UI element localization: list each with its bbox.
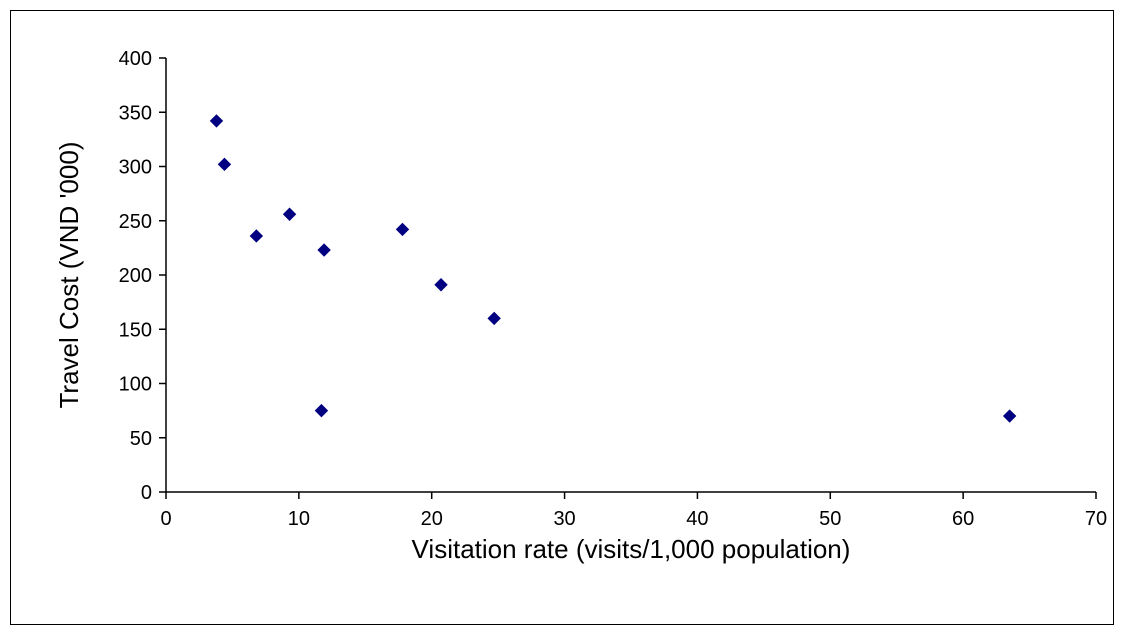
data-point [217,157,232,172]
data-point [249,229,264,243]
x-tick-label: 20 [421,508,443,530]
x-tick-label: 40 [686,508,708,530]
x-ticks: 0 10 20 30 40 50 60 70 [160,492,1107,530]
data-point [282,207,297,221]
y-tick-label: 0 [141,482,152,504]
data-point [209,114,224,128]
x-tick-label: 30 [553,508,575,530]
y-axis-title: Travel Cost (VND '000) [54,142,84,409]
y-tick-label: 200 [119,265,152,287]
data-point [434,278,448,292]
x-tick-label: 10 [288,508,310,530]
x-tick-label: 50 [819,508,841,530]
data-point [1002,409,1017,423]
x-tick-label: 0 [160,508,171,530]
y-tick-label: 250 [119,211,152,233]
x-tick-label: 70 [1085,508,1107,530]
data-point [395,222,410,237]
data-point [487,311,501,326]
chart-frame [10,10,1114,625]
y-tick-label: 50 [130,428,152,450]
x-axis-title: Visitation rate (visits/1,000 population… [412,534,851,564]
axes [165,58,1096,493]
x-tick-label: 60 [952,508,974,530]
y-ticks: 0 50 100 150 200 250 300 350 400 [119,48,166,504]
y-tick-label: 150 [119,319,152,341]
y-tick-label: 100 [119,374,152,396]
data-points [209,114,1017,423]
y-tick-label: 300 [119,157,152,179]
y-tick-label: 350 [119,102,152,124]
data-point [314,403,329,418]
data-point [317,243,331,257]
y-tick-label: 400 [119,48,152,70]
